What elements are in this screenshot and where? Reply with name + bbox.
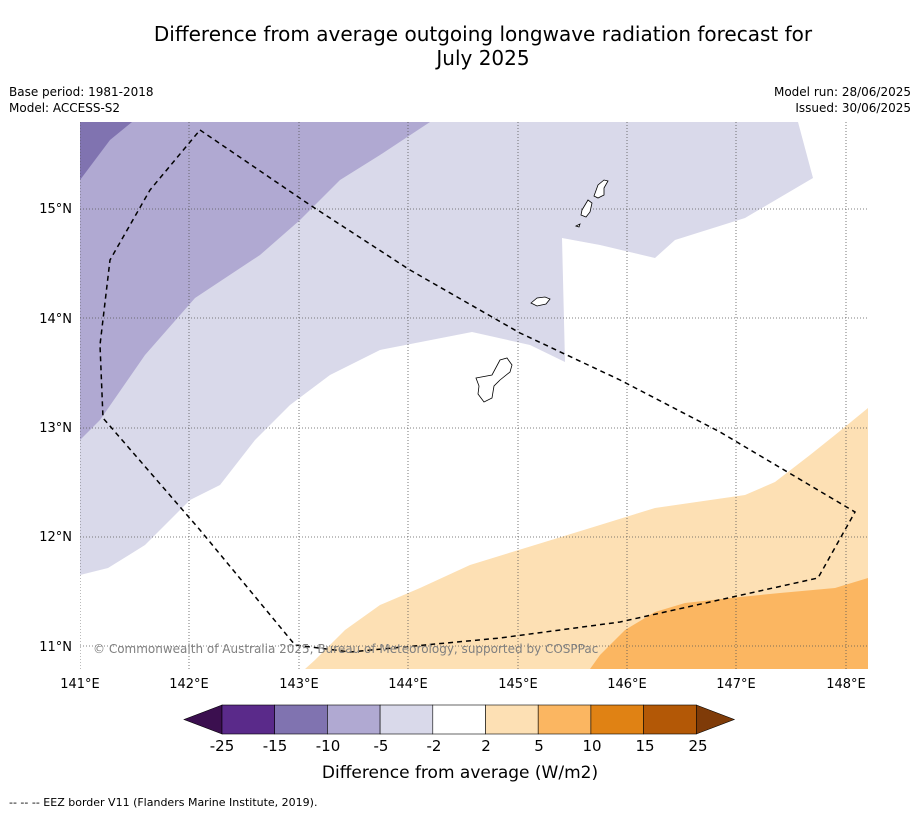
colorbar-tick-label: -15 [263,737,288,755]
colorbar-tick-label: 25 [688,737,707,755]
footnote: -- -- -- EEZ border V11 (Flanders Marine… [9,796,318,809]
eez-border [99,128,857,653]
lat-label-11n: 11°N [39,640,72,655]
colorbar-tick-label: -5 [374,737,389,755]
colorbar-tick-label: 15 [635,737,654,755]
lat-label-15n: 15°N [39,202,72,217]
colorbar-box [485,704,539,735]
lat-label-13n: 13°N [39,421,72,436]
meta-left: Base period: 1981-2018 Model: ACCESS-S2 [9,84,154,116]
lon-label-144e: 144°E [388,677,428,692]
base-period-text: Base period: 1981-2018 [9,85,154,99]
lat-label-14n: 14°N [39,312,72,327]
colorbar-box [327,704,381,735]
colorbar-title: Difference from average (W/m2) [322,763,598,783]
colorbar-tick-label: -2 [427,737,442,755]
colorbar-box [221,704,276,735]
colorbar-tick-label: 5 [534,737,544,755]
anomaly-region-minus15 [80,122,132,180]
chart-title: Difference from average outgoing longwav… [100,22,866,70]
colorbar-ticks: -25 -15 -10 -5 -2 2 5 10 15 25 [210,737,708,755]
colorbar-tick-label: 10 [582,737,601,755]
issued-text: Issued: 30/06/2025 [795,101,911,115]
lat-label-12n: 12°N [39,530,72,545]
meta-right: Model run: 28/06/2025 Issued: 30/06/2025 [774,84,911,116]
guam-island-outline [475,357,513,403]
colorbar-box [432,704,486,735]
lon-label-145e: 145°E [498,677,538,692]
lon-label-141e: 141°E [60,677,100,692]
lat-labels: 15°N 14°N 13°N 12°N 11°N [39,202,72,655]
colorbar-extend-left [183,704,223,735]
colorbar-box [590,704,644,735]
lon-label-142e: 142°E [169,677,209,692]
colorbar-tick-label: -25 [210,737,235,755]
colorbar [183,704,736,735]
copyright-text: © Commonwealth of Australia 2025, Bureau… [93,642,598,656]
colorbar-box [537,704,592,735]
map-figure: © Commonwealth of Australia 2025, Bureau… [39,122,868,783]
colorbar-box [379,704,434,735]
colorbar-extend-right [695,704,736,735]
rota-island-outline [530,296,551,307]
tinian-saipan-outline [574,179,609,228]
colorbar-box [643,704,697,735]
title-line-2: July 2025 [436,46,530,70]
anomaly-region-minus10 [80,122,430,440]
model-text: Model: ACCESS-S2 [9,101,121,115]
title-line-1: Difference from average outgoing longwav… [153,22,813,46]
colorbar-box [274,704,328,735]
colorbar-tick-label: -10 [316,737,341,755]
gridlines [80,122,868,669]
lon-label-146e: 146°E [607,677,647,692]
map-area: © Commonwealth of Australia 2025, Bureau… [80,122,868,669]
colorbar-tick-label: 2 [481,737,491,755]
lon-label-148e: 148°E [826,677,866,692]
lon-label-143e: 143°E [279,677,319,692]
model-run-text: Model run: 28/06/2025 [773,85,911,99]
lon-labels: 141°E 142°E 143°E 144°E 145°E 146°E 147°… [60,677,866,692]
lon-label-147e: 147°E [716,677,756,692]
